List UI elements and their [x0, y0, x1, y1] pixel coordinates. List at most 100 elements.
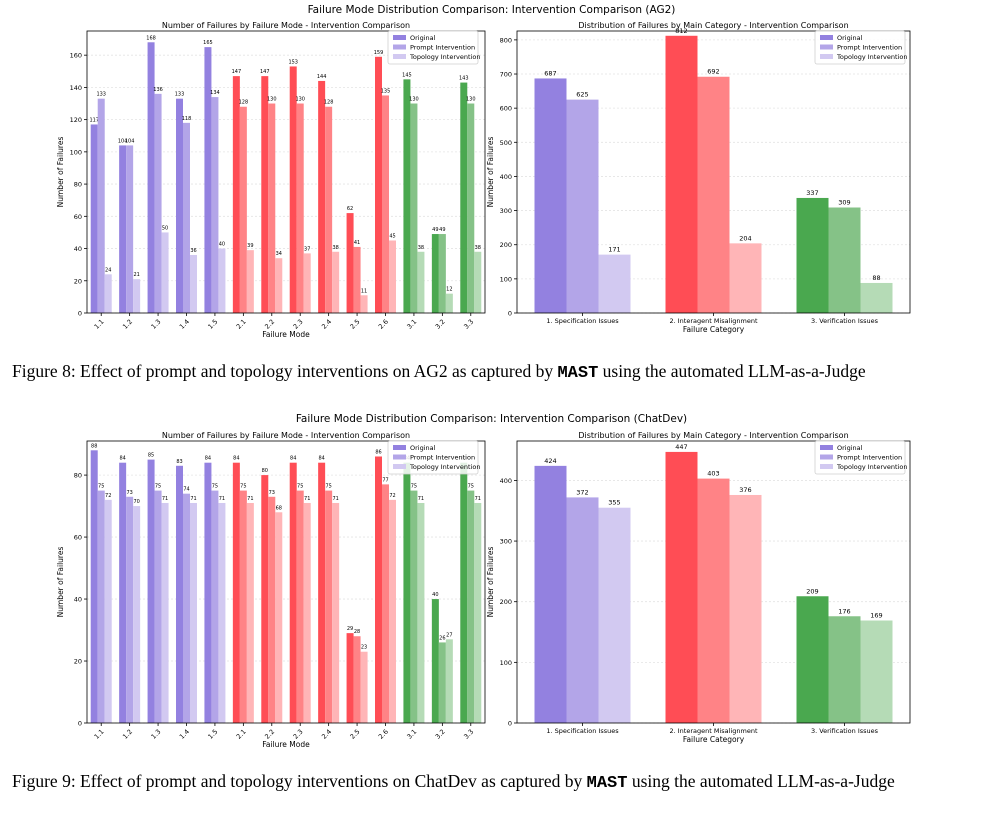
chat-mode-bar-2-5-s2	[360, 651, 368, 723]
chat-mode-bar-1-2-s2	[133, 506, 141, 723]
ag2-mode-bar-2-3-s0	[289, 66, 297, 313]
chat-mode-data-label: 68	[276, 505, 282, 511]
chat-mode-bar-2-5-s0	[346, 633, 354, 723]
chat-mode-bar-2-6-s2	[389, 499, 396, 723]
chat-mode-bar-2-6-s0	[375, 456, 382, 723]
ag2-cat-x-axis-label: Failure Category	[683, 325, 745, 334]
chat-mode-data-label: 88	[91, 443, 97, 449]
ag2-cat-legend-swatch	[820, 54, 833, 59]
ag2-cat-y-axis-label: Number of Failures	[486, 137, 495, 208]
chat-mode-data-label: 27	[446, 632, 452, 638]
chat-mode-bar-1-4-s2	[190, 502, 197, 723]
ag2-mode-bar-3-1-s1	[410, 103, 418, 313]
ag2-cat-data-label: 88	[872, 274, 880, 282]
chat-mode-chart-title: Number of Failures by Failure Mode - Int…	[162, 431, 410, 440]
chat-cat-y-axis-label: Number of Failures	[486, 547, 495, 618]
chat-mode-data-label: 75	[468, 484, 474, 490]
ag2-cat-y-tick-label: 500	[500, 139, 512, 147]
chat-mode-data-label: 84	[290, 456, 296, 462]
ag2-mode-data-label: 11	[361, 288, 367, 294]
ag2-cat-data-label: 309	[838, 199, 850, 207]
chat-mode-bar-3-1-s2	[417, 502, 425, 723]
chat-mode-data-label: 40	[432, 592, 438, 598]
chat-mode-plot-frame	[86, 440, 486, 724]
ag2-mode-bar-2-3-s1	[296, 103, 304, 313]
figure-8-caption-mast: MAST	[557, 364, 599, 383]
ag2-cat-bar-2-Interagent-Misalignment-s1	[697, 76, 730, 313]
chat-mode-bar-3-2-s0	[431, 599, 439, 723]
ag2-cat-plot-frame	[516, 30, 911, 314]
chat-mode-data-label: 84	[205, 456, 211, 462]
chat-cat-legend-label: Prompt Intervention	[837, 454, 902, 462]
chat-cat-y-tick-label: 300	[500, 538, 512, 546]
ag2-mode-bar-2-4-s2	[332, 251, 340, 313]
chat-mode-bar-2-3-s0	[289, 462, 297, 723]
chat-cat-data-label: 372	[576, 488, 588, 496]
chat-mode-data-label: 70	[133, 499, 139, 505]
ag2-mode-bar-2-6-s2	[389, 240, 396, 313]
ag2-mode-data-label: 136	[153, 87, 163, 93]
chat-mode-legend-label: Prompt Intervention	[410, 454, 475, 462]
chat-cat-data-label: 355	[608, 499, 620, 507]
figure-9-suptitle: Failure Mode Distribution Comparison: In…	[295, 413, 688, 425]
ag2-mode-data-label: 36	[190, 248, 196, 254]
ag2-cat-x-tick-label: 2. Interagent Misalignment	[669, 317, 757, 325]
ag2-cat-legend-box	[814, 30, 906, 65]
chat-cat-x-tick-label: 2. Interagent Misalignment	[669, 727, 757, 735]
ag2-mode-data-label: 34	[276, 251, 282, 257]
chat-mode-data-label: 75	[240, 484, 246, 490]
ag2-cat-legend-label: Topology Intervention	[836, 53, 907, 61]
chat-mode-data-label: 85	[148, 453, 154, 459]
chat-mode-bar-3-2-s2	[445, 639, 453, 723]
figure-8-suptitle: Failure Mode Distribution Comparison: In…	[307, 4, 676, 16]
chat-mode-data-label: 75	[325, 484, 331, 490]
ag2-mode-y-tick-label: 40	[74, 245, 82, 253]
ag2-mode-data-label: 143	[459, 76, 469, 82]
ag2-mode-bar-2-1-s0	[232, 76, 240, 314]
chat-mode-bar-2-1-s0	[232, 462, 240, 723]
ag2-cat-legend-swatch	[820, 44, 833, 50]
ag2-mode-bar-1-1-s0	[90, 124, 98, 313]
chat-mode-bar-1-4-s1	[183, 493, 190, 723]
chat-cat-data-label: 447	[675, 443, 687, 451]
ag2-mode-data-label: 117	[89, 117, 99, 123]
chat-mode-data-label: 71	[162, 496, 168, 502]
figure-9-caption-suffix: using the automated LLM-as-a-Judge	[627, 771, 895, 791]
ag2-mode-data-label: 104	[125, 138, 135, 144]
ag2-mode-bar-3-3-s2	[474, 251, 482, 313]
chat-mode-data-label: 71	[418, 496, 424, 502]
chat-mode-bar-1-1-s0	[90, 450, 98, 723]
chat-mode-data-label: 28	[354, 629, 360, 635]
ag2-mode-bar-3-1-s0	[403, 79, 411, 313]
chatdev-failure-mode-bar-chart: Number of Failures by Failure Mode - Int…	[56, 431, 486, 749]
chat-mode-data-label: 86	[375, 449, 381, 455]
chat-mode-bar-3-1-s1	[410, 490, 418, 723]
ag2-mode-chart-title: Number of Failures by Failure Mode - Int…	[162, 21, 410, 30]
ag2-mode-y-tick-label: 160	[70, 52, 82, 60]
ag2-cat-bar-1-Specification-Issues-s2	[598, 254, 631, 313]
chat-mode-bar-2-2-s1	[268, 496, 276, 723]
chat-cat-y-tick-label: 0	[508, 720, 512, 728]
ag2-mode-bar-2-1-s2	[246, 250, 254, 313]
chat-mode-data-label: 84	[318, 456, 324, 462]
chat-cat-x-tick-label: 3. Verification Issues	[811, 727, 879, 735]
ag2-mode-bar-2-2-s1	[268, 103, 276, 313]
ag2-mode-x-axis-label: Failure Mode	[262, 330, 310, 339]
chat-mode-data-label: 71	[332, 496, 338, 502]
ag2-cat-legend-swatch	[820, 35, 833, 40]
ag2-mode-data-label: 39	[247, 243, 253, 249]
ag2-cat-y-tick-label: 600	[500, 105, 512, 113]
chat-cat-data-label: 376	[739, 486, 751, 494]
ag2-mode-data-label: 45	[389, 233, 395, 239]
chat-mode-data-label: 73	[269, 490, 275, 496]
chat-mode-x-axis-label: Failure Mode	[262, 740, 310, 749]
ag2-mode-data-label: 130	[409, 97, 419, 103]
figure-9-caption: Figure 9: Effect of prompt and topology …	[12, 770, 972, 795]
chat-cat-legend-swatch	[820, 454, 833, 460]
ag2-mode-y-tick-label: 60	[74, 213, 82, 221]
ag2-mode-bar-2-3-s2	[303, 253, 311, 313]
ag2-cat-data-label: 337	[806, 189, 818, 197]
chat-mode-y-tick-label: 60	[74, 534, 82, 542]
chat-mode-bar-2-2-s0	[261, 475, 269, 723]
